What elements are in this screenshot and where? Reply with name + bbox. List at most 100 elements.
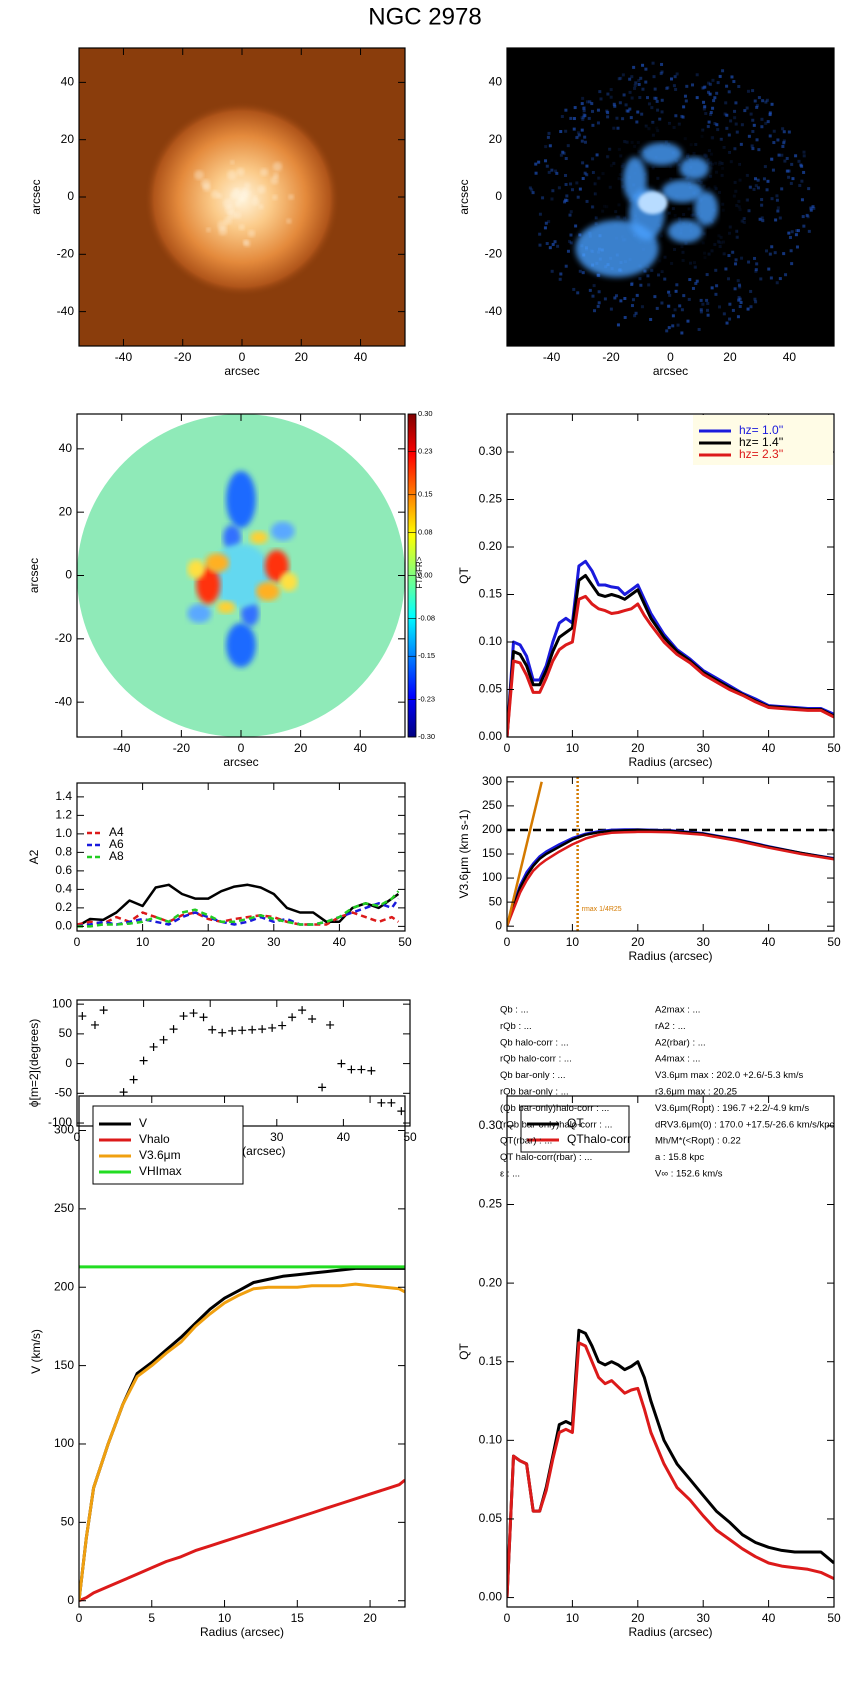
noise-pixel [585, 199, 589, 203]
y-tick-label: 0.00 [479, 729, 503, 743]
point [238, 1026, 247, 1035]
noise-pixel [659, 72, 663, 76]
noise-pixel [772, 129, 776, 133]
x-tick-label: 0 [667, 350, 674, 364]
point [139, 1056, 148, 1065]
noise-pixel [716, 128, 720, 132]
parameter-line: A4max : ... [655, 1054, 700, 1065]
noise-pixel [775, 194, 779, 198]
noise-pixel [780, 187, 784, 191]
noise-pixel [588, 100, 592, 104]
noise-pixel [630, 304, 634, 308]
series-line [507, 830, 834, 927]
noise-pixel [695, 96, 699, 100]
noise-pixel [739, 142, 743, 146]
noise-pixel [630, 96, 634, 100]
x-tick-label: 40 [354, 350, 368, 364]
noise-pixel [713, 122, 717, 126]
noise-pixel [674, 114, 678, 118]
point [308, 1015, 317, 1024]
y-tick-label: 0.8 [55, 845, 72, 859]
arm-blob [694, 191, 719, 226]
noise-pixel [758, 217, 762, 221]
axes-frame [506, 413, 835, 738]
y-axis-label: A2 [27, 849, 41, 864]
noise-pixel [707, 90, 711, 94]
noise-pixel [633, 86, 637, 90]
colorbar-tick-label: 0.30 [418, 409, 433, 418]
noise-pixel [626, 109, 630, 113]
y-tick-label: 250 [54, 1201, 74, 1215]
noise-pixel [657, 273, 661, 277]
noise-pixel [569, 233, 573, 237]
y-tick-label: 50 [489, 894, 503, 908]
noise-pixel [656, 108, 660, 112]
parameter-line: A2max : ... [655, 1005, 700, 1016]
noise-pixel [714, 292, 718, 296]
x-tick-label: 10 [218, 1611, 232, 1625]
x-tick-label: 0 [76, 1611, 83, 1625]
annotation: rmax 1/4R25 [582, 906, 622, 913]
noise-pixel [588, 288, 592, 292]
noise-pixel [660, 62, 664, 66]
x-tick-label: 0 [504, 935, 511, 949]
noise-pixel [767, 267, 771, 271]
noise-pixel [768, 111, 772, 115]
galaxy-knot [200, 179, 211, 189]
x-tick-label: -20 [602, 350, 620, 364]
map-blob [223, 524, 242, 551]
noise-pixel [746, 89, 750, 93]
noise-pixel [561, 150, 565, 154]
noise-pixel [674, 289, 678, 293]
galaxy-knot [251, 198, 260, 206]
parameter-line: QT halo-corr(rbar) : ... [500, 1152, 592, 1163]
noise-pixel [695, 279, 699, 283]
noise-pixel [687, 297, 691, 301]
noise-pixel [768, 134, 772, 138]
x-tick-label: 10 [566, 741, 580, 755]
noise-pixel [596, 273, 600, 277]
legend-label: QThalo-corr [567, 1132, 631, 1146]
noise-pixel [674, 87, 678, 91]
noise-pixel [652, 75, 656, 79]
noise-pixel [785, 156, 789, 160]
noise-pixel [547, 131, 551, 135]
noise-pixel [564, 129, 568, 133]
noise-pixel [797, 159, 801, 163]
noise-pixel [721, 69, 725, 73]
noise-pixel [545, 242, 549, 246]
noise-pixel [560, 115, 564, 119]
parameter-line: V3.6μm max : 202.0 +2.6/-5.3 km/s [655, 1070, 804, 1081]
noise-pixel [710, 286, 714, 290]
y-tick-label: 0.05 [479, 1511, 503, 1525]
noise-pixel [728, 302, 732, 306]
noise-pixel [759, 277, 763, 281]
series-line [507, 594, 834, 737]
legend-label: A6 [109, 837, 124, 851]
galaxy-knot [230, 160, 235, 165]
x-axis-label: Radius (arcsec) [628, 1625, 712, 1639]
noise-pixel [754, 300, 758, 304]
noise-pixel [582, 109, 586, 113]
noise-pixel [776, 209, 780, 213]
noise-pixel [735, 235, 739, 239]
noise-pixel [707, 81, 711, 85]
noise-pixel [773, 251, 777, 255]
noise-pixel [570, 188, 574, 192]
noise-pixel [574, 224, 578, 228]
y-tick-label: -20 [485, 246, 503, 260]
noise-pixel [802, 170, 806, 174]
noise-pixel [575, 136, 579, 140]
noise-pixel [681, 115, 685, 119]
noise-pixel [787, 231, 791, 235]
point [90, 1020, 99, 1029]
noise-pixel [616, 323, 620, 327]
noise-pixel [722, 252, 726, 256]
noise-pixel [702, 107, 706, 111]
y-tick-label: 0.4 [55, 882, 72, 896]
y-axis-label: V (km/s) [29, 1329, 43, 1374]
noise-pixel [583, 135, 587, 139]
noise-pixel [597, 290, 601, 294]
noise-pixel [686, 319, 690, 323]
